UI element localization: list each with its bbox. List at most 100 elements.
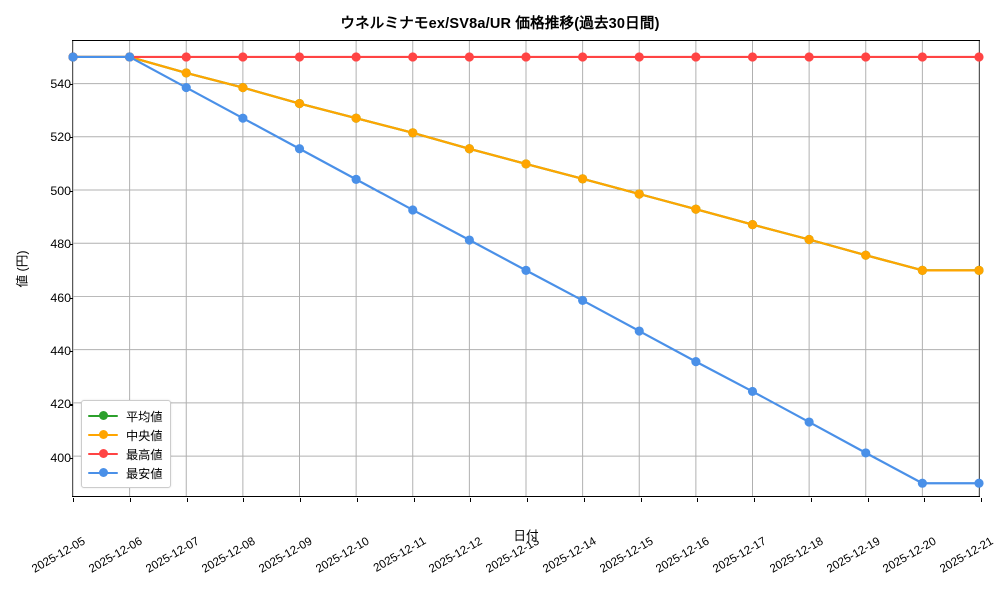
data-point[interactable] <box>408 52 418 62</box>
y-tick-label: 440 <box>50 344 71 358</box>
data-point[interactable] <box>917 478 927 488</box>
data-point[interactable] <box>634 326 644 336</box>
data-point[interactable] <box>804 417 814 427</box>
legend-item-平均値[interactable]: 平均値 <box>88 406 163 425</box>
data-point[interactable] <box>181 82 191 93</box>
data-point[interactable] <box>408 205 418 215</box>
y-tick-label: 460 <box>50 290 71 305</box>
x-axis-label: 日付 <box>513 529 539 543</box>
y-tick-label: 540 <box>50 76 71 91</box>
series-layer <box>68 52 984 488</box>
data-point[interactable] <box>521 52 531 62</box>
x-tick-mark <box>527 498 529 502</box>
data-point[interactable] <box>238 113 248 123</box>
x-tick-mark <box>186 498 188 502</box>
plot-area: 400 420 440 460 480 500 520 540 2025-12-05 2025-… <box>16 40 995 576</box>
data-point[interactable] <box>68 52 78 62</box>
legend-swatch-icon <box>88 429 118 441</box>
legend-label: 最安値 <box>126 466 163 481</box>
data-point[interactable] <box>464 235 474 245</box>
y-axis-label: 値 (円) <box>15 249 30 288</box>
data-point[interactable] <box>294 144 305 154</box>
legend-item-最高値[interactable]: 最高値 <box>88 444 163 463</box>
chart-legend[interactable]: 平均値中央値 最高値最安値 <box>81 400 171 488</box>
y-tick-label: 420 <box>50 397 71 412</box>
y-tick-label: 400 <box>50 450 71 465</box>
y-tick-mark <box>69 404 73 406</box>
legend-label: 平均値 <box>126 409 163 424</box>
data-point[interactable] <box>351 113 361 123</box>
data-point[interactable] <box>974 478 984 488</box>
data-point[interactable] <box>351 174 361 184</box>
legend-swatch-icon <box>88 410 118 422</box>
data-point[interactable] <box>691 52 701 62</box>
x-tick-mark <box>867 498 869 502</box>
data-point[interactable] <box>294 52 305 62</box>
data-point[interactable] <box>917 265 927 275</box>
data-point[interactable] <box>238 52 248 62</box>
y-tick-label: 500 <box>50 183 71 198</box>
data-point[interactable] <box>974 52 984 62</box>
data-point[interactable] <box>294 98 305 109</box>
x-tick-mark <box>243 498 245 502</box>
series-最安値 <box>68 52 984 488</box>
x-tick-mark <box>810 498 812 502</box>
x-tick-mark <box>73 498 75 502</box>
data-point[interactable] <box>578 295 588 306</box>
x-tick-mark <box>981 498 983 502</box>
legend-item-最安値[interactable]: 最安値 <box>88 463 163 482</box>
x-tick-mark <box>470 498 472 502</box>
y-tick-mark <box>69 351 73 353</box>
legend-label: 中央値 <box>126 428 163 443</box>
data-point[interactable] <box>578 174 588 184</box>
data-point[interactable] <box>464 144 474 154</box>
data-point[interactable] <box>747 220 758 230</box>
series-中央値 <box>68 52 984 275</box>
x-tick-mark <box>300 498 302 502</box>
x-tick-mark <box>583 498 585 502</box>
data-point[interactable] <box>861 52 871 62</box>
data-point[interactable] <box>861 448 871 458</box>
data-point[interactable] <box>747 386 758 397</box>
data-point[interactable] <box>238 82 248 93</box>
y-tick-mark <box>69 83 73 85</box>
data-point[interactable] <box>521 159 531 169</box>
data-point[interactable] <box>691 357 701 367</box>
x-tick-mark <box>697 498 699 502</box>
data-point[interactable] <box>408 128 418 138</box>
x-tick-mark <box>924 498 926 502</box>
data-point[interactable] <box>351 52 361 62</box>
y-tick-mark <box>69 297 73 299</box>
data-point[interactable] <box>125 52 135 62</box>
chart-title: ウネルミナモex/SV8a/UR 価格推移(過去30日間) <box>340 16 660 32</box>
x-tick-mark <box>129 498 131 502</box>
data-point[interactable] <box>974 265 984 275</box>
data-point[interactable] <box>747 52 758 62</box>
y-tick-label: 480 <box>50 237 71 252</box>
chart-svg <box>68 41 984 496</box>
data-point[interactable] <box>634 189 644 199</box>
y-tick-mark <box>69 457 73 459</box>
data-point[interactable] <box>917 52 927 62</box>
data-point[interactable] <box>521 265 531 275</box>
data-point[interactable] <box>861 250 871 260</box>
legend-swatch-icon <box>88 448 118 460</box>
data-point[interactable] <box>804 234 814 245</box>
y-tick-mark <box>69 244 73 246</box>
series-最高値 <box>68 52 984 62</box>
data-point[interactable] <box>691 204 701 214</box>
data-point[interactable] <box>181 52 191 62</box>
data-point[interactable] <box>804 52 814 62</box>
data-point[interactable] <box>578 52 588 62</box>
x-tick-mark <box>640 498 642 502</box>
x-tick-mark <box>356 498 358 502</box>
data-point[interactable] <box>181 68 191 78</box>
data-point[interactable] <box>464 52 474 62</box>
x-tick-mark <box>754 498 756 502</box>
data-point[interactable] <box>634 52 644 62</box>
x-tick-mark <box>413 498 415 502</box>
legend-item-中央値[interactable]: 中央値 <box>88 425 163 444</box>
y-tick-label: 520 <box>50 130 71 145</box>
y-tick-mark <box>69 190 73 192</box>
